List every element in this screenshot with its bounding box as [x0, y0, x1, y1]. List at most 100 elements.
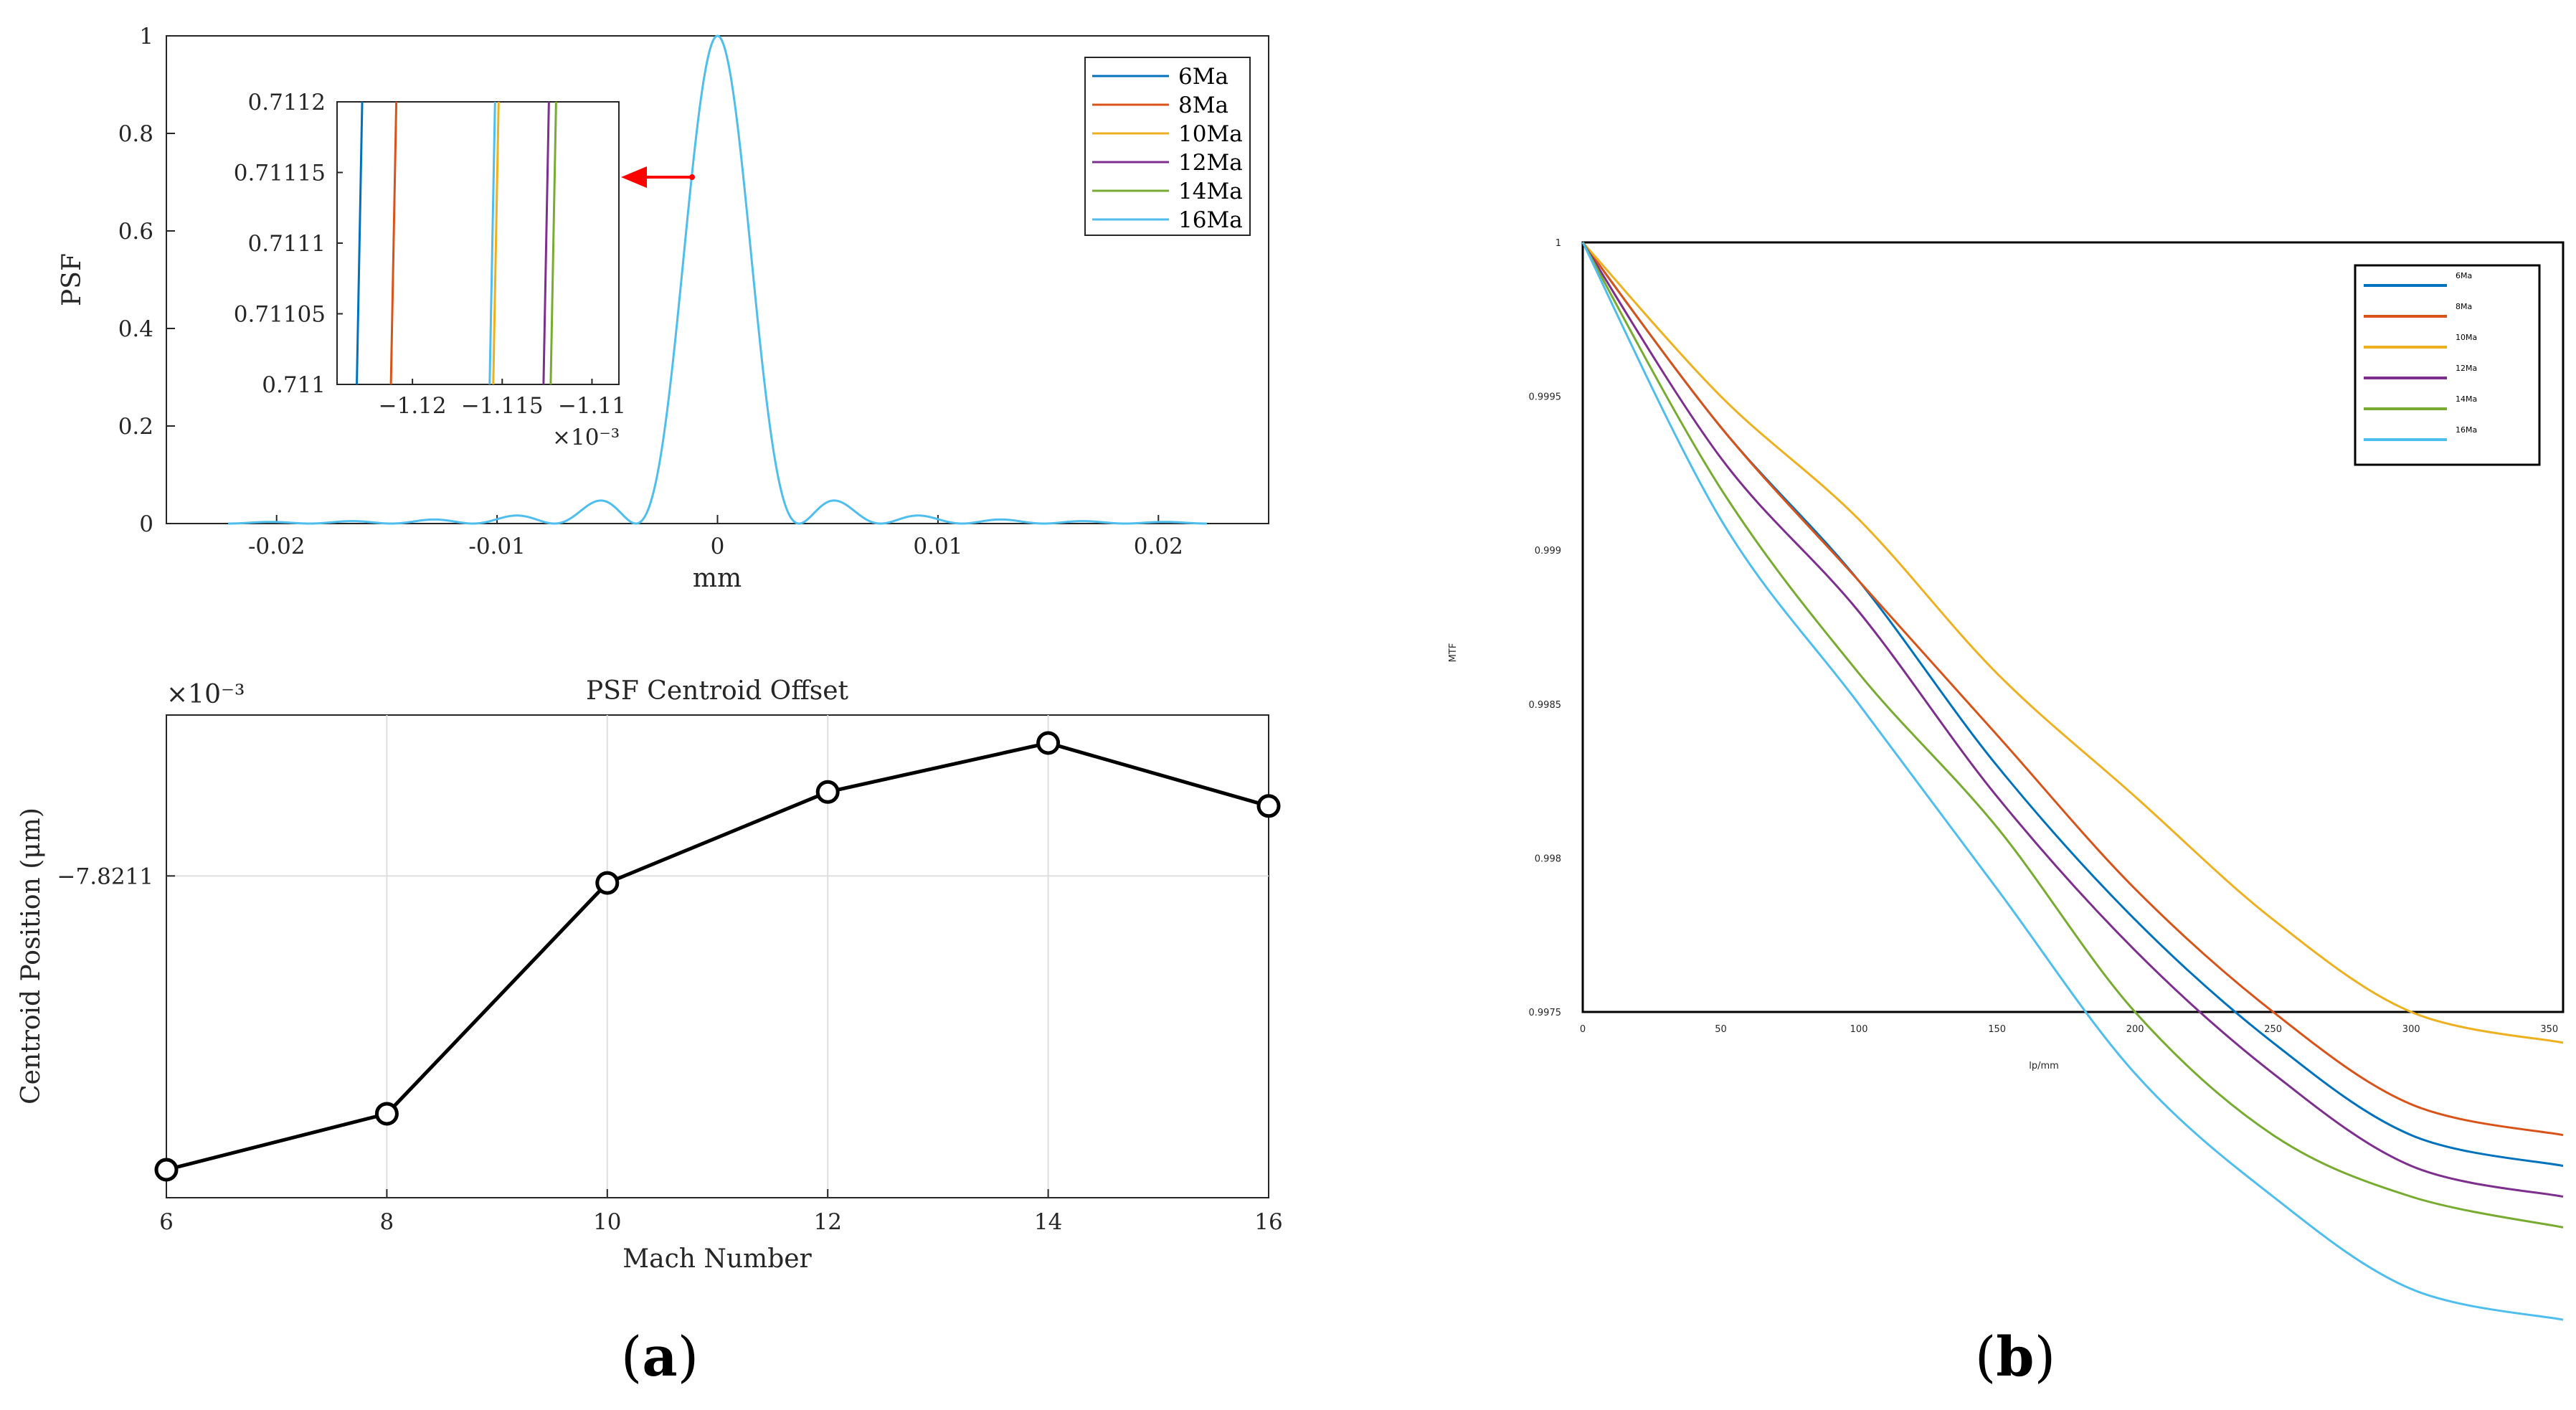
centroid-y-tick-label: −7.8211 [57, 863, 153, 889]
centroid-y-multiplier: ×10⁻³ [166, 680, 245, 709]
mtf-x-tick-label: 350 [2540, 1024, 2558, 1035]
mtf-x-tick-label: 250 [2264, 1024, 2282, 1035]
psf-x-tick-label: -0.02 [248, 534, 306, 559]
inset-line-16Ma [488, 101, 496, 385]
inset-y-tick-label: 0.71105 [234, 302, 326, 328]
psf-y-tick-label: 0.6 [118, 219, 153, 245]
psf-plot: -0.02 -0.01 0 0.01 0.02 0 0.2 0.4 0.6 0.8 1 PSF m… [57, 24, 1269, 593]
psf-legend-label-14Ma: 14Ma [1178, 179, 1243, 204]
psf-x-axis-label: mm [693, 564, 742, 593]
psf-y-axis-label: PSF [57, 253, 87, 306]
psf-inset-zoom: −1.12 −1.115 −1.11 0.711 0.71105 0.7111 0.711… [234, 90, 626, 450]
inset-x-tick-label: −1.11 [558, 393, 626, 419]
psf-y-tick-label: 0.2 [118, 414, 153, 440]
centroid-x-tick-label: 12 [813, 1209, 841, 1235]
psf-legend: 6Ma 8Ma 10Ma 12Ma 14Ma 16Ma [1084, 57, 1251, 236]
inset-x-ticks: −1.12 −1.115 −1.11 [379, 379, 626, 419]
mtf-y-ticks: 0.9975 0.998 0.9985 0.999 0.9995 1 [1529, 238, 1562, 1018]
psf-legend-label-12Ma: 12Ma [1178, 150, 1243, 176]
mtf-line-14Ma [1581, 242, 2564, 1229]
mtf-legend-label-6Ma: 6Ma [2456, 271, 2472, 280]
centroid-x-tick-label: 16 [1254, 1209, 1282, 1235]
mtf-x-tick-label: 0 [1580, 1024, 1586, 1035]
psf-y-tick-label: 1 [139, 24, 153, 49]
mtf-x-tick-label: 150 [1988, 1024, 2006, 1035]
mtf-y-tick-label: 0.998 [1535, 853, 1561, 864]
zoom-arrow-origin [689, 174, 695, 180]
psf-legend-label-8Ma: 8Ma [1178, 93, 1228, 118]
centroid-point-8 [374, 1102, 399, 1126]
centroid-axes-box [166, 714, 1269, 1198]
mtf-legend-label-8Ma: 8Ma [2456, 302, 2472, 311]
zoom-arrow [621, 166, 695, 188]
mtf-legend-box [2354, 264, 2541, 466]
mtf-y-axis-label: MTF [1448, 643, 1459, 663]
inset-line-8Ma [389, 101, 398, 385]
centroid-series-line [166, 741, 1269, 1172]
psf-y-tick-label: 0 [139, 511, 153, 537]
centroid-x-tick-label: 6 [159, 1209, 174, 1235]
psf-legend-label-16Ma: 16Ma [1178, 207, 1243, 233]
mtf-line-16Ma [1581, 242, 2564, 1321]
mtf-series-lines [1581, 241, 2564, 1321]
centroid-x-ticks: 6 8 10 12 14 16 [159, 1189, 1283, 1235]
mtf-legend-label-10Ma: 10Ma [2456, 333, 2477, 342]
mtf-x-axis-label: lp/mm [2029, 1061, 2059, 1071]
mtf-legend: 6Ma 8Ma 10Ma 12Ma 14Ma 16Ma [2354, 264, 2541, 466]
centroid-y-ticks: −7.8211 [57, 863, 175, 889]
inset-line-14Ma [549, 101, 557, 385]
mtf-x-ticks: 0 50 100 150 200 250 300 350 [1580, 1024, 2558, 1035]
mtf-x-tick-label: 300 [2402, 1024, 2420, 1035]
inset-x-tick-label: −1.12 [379, 393, 447, 419]
mtf-line-8Ma [1581, 242, 2564, 1137]
caption-b-open: ( [1975, 1325, 1997, 1388]
psf-x-tick-label: 0 [711, 534, 725, 559]
svg-text:(a): (a) [621, 1325, 699, 1388]
mtf-y-tick-label: 1 [1555, 238, 1561, 249]
mtf-legend-label-12Ma: 12Ma [2456, 364, 2477, 373]
inset-y-tick-label: 0.7111 [248, 231, 326, 257]
mtf-line-10Ma [1581, 241, 2564, 1044]
psf-y-ticks: 0 0.2 0.4 0.6 0.8 1 [118, 24, 175, 537]
inset-x-tick-label: −1.115 [461, 393, 544, 419]
centroid-point-16 [1256, 794, 1281, 818]
caption-b: (b) [1975, 1325, 2055, 1388]
mtf-x-tick-label: 200 [2126, 1024, 2144, 1035]
inset-y-tick-label: 0.711 [262, 372, 326, 398]
centroid-x-axis-label: Mach Number [622, 1244, 812, 1274]
centroid-point-6 [154, 1158, 179, 1182]
psf-x-tick-label: -0.01 [468, 534, 526, 559]
caption-b-close: ) [2035, 1325, 2056, 1388]
psf-x-tick-label: 0.02 [1134, 534, 1183, 559]
centroid-x-tick-label: 14 [1034, 1209, 1062, 1235]
centroid-plot: 6 8 10 12 14 16 −7.8211 PSF Centroid Offset ×… [16, 676, 1283, 1274]
centroid-x-tick-label: 10 [593, 1209, 621, 1235]
centroid-x-tick-label: 8 [380, 1209, 394, 1235]
zoom-arrow-head [621, 166, 647, 188]
mtf-legend-label-14Ma: 14Ma [2456, 394, 2477, 404]
mtf-y-tick-label: 0.9985 [1529, 700, 1562, 711]
caption-b-letter: b [1996, 1325, 2034, 1388]
inset-line-10Ma [492, 101, 500, 385]
psf-legend-label-10Ma: 10Ma [1178, 121, 1243, 147]
mtf-y-tick-label: 0.9975 [1529, 1008, 1562, 1018]
caption-a: (a) [621, 1325, 699, 1388]
psf-x-ticks: -0.02 -0.01 0 0.01 0.02 [248, 515, 1183, 559]
inset-y-ticks: 0.711 0.71105 0.7111 0.71115 0.7112 [234, 90, 343, 398]
mtf-x-tick-label: 50 [1715, 1024, 1727, 1035]
mtf-x-tick-label: 100 [1850, 1024, 1868, 1035]
caption-a-close: ) [678, 1325, 699, 1388]
centroid-title: PSF Centroid Offset [586, 676, 849, 706]
svg-text:(b): (b) [1975, 1325, 2055, 1388]
psf-x-tick-label: 0.01 [913, 534, 962, 559]
mtf-y-tick-label: 0.9995 [1529, 392, 1562, 403]
centroid-y-axis-label: Centroid Position (μm) [16, 808, 46, 1104]
inset-axes-box [336, 101, 620, 385]
inset-line-6Ma [356, 101, 364, 385]
centroid-grid [166, 715, 1269, 1198]
psf-y-tick-label: 0.4 [118, 316, 153, 342]
psf-legend-box [1084, 57, 1251, 236]
mtf-plot: 0 50 100 150 200 250 300 350 0.9975 0.998 0.9985 0… [1448, 238, 2565, 1321]
inset-y-tick-label: 0.7112 [248, 90, 326, 115]
